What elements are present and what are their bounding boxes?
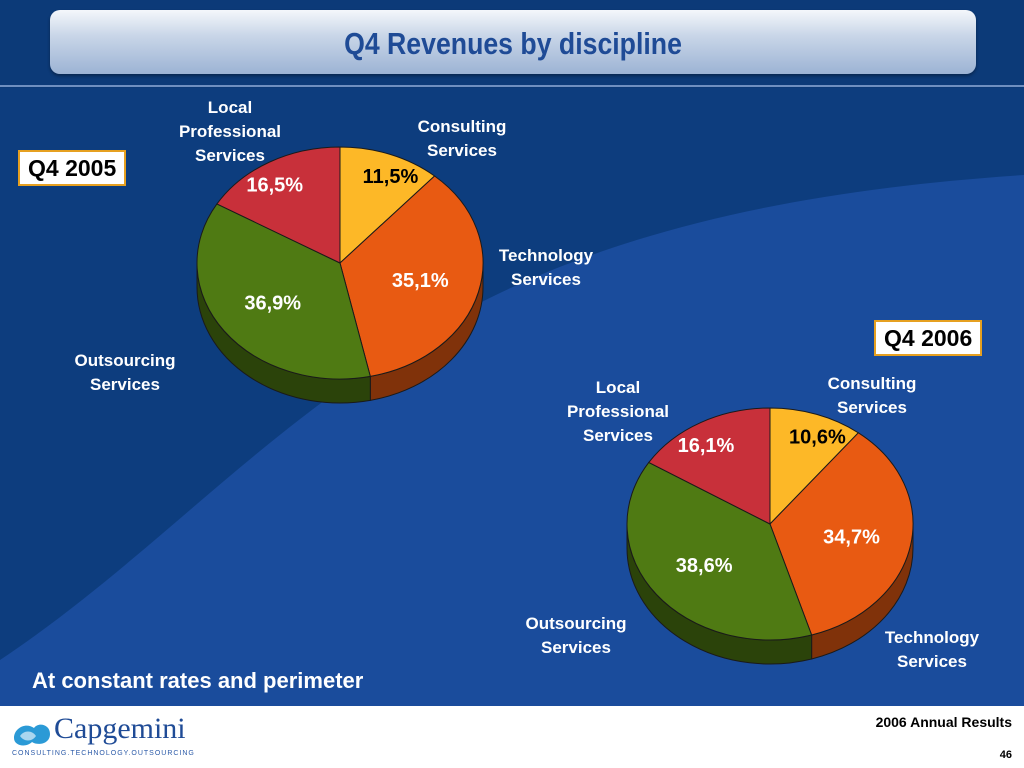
- pie-value-technology-2005: 35,1%: [392, 270, 449, 292]
- pie-slice-consulting-2005: [339, 146, 436, 265]
- pie-slice-outsourcing-2006: [626, 461, 813, 641]
- pie-slice-consulting-2006: [769, 407, 860, 526]
- pie-chart-2005: 11,5% 35,1% 36,9% 16,5%: [196, 146, 484, 404]
- label-2005-outsourcing: Outsourcing Services: [74, 351, 176, 394]
- label-2006-local: Local Professional Services: [566, 378, 670, 445]
- pie-chart-2006: 10,6% 34,7% 38,6% 16,1%: [626, 407, 914, 665]
- label-2006-technology: Technology Services: [884, 628, 980, 671]
- slide: Q4 Revenues by discipline Q4 2005 11,5% 3…: [0, 0, 1024, 706]
- title-bar: Q4 Revenues by discipline: [50, 10, 976, 74]
- pie-value-outsourcing-2005: 36,9%: [244, 292, 301, 314]
- pie-slice-outsourcing-2005: [196, 203, 371, 380]
- label-2006-consulting: Consulting Services: [827, 374, 917, 417]
- pie-value-local-2006: 16,1%: [678, 435, 735, 457]
- label-2006-outsourcing: Outsourcing Services: [525, 614, 627, 657]
- pie-value-outsourcing-2006: 38,6%: [676, 555, 733, 577]
- chart-title-2006: Q4 2006: [874, 320, 983, 356]
- logo-wordmark: Capgemini: [54, 712, 186, 745]
- spade-logo-icon: [14, 724, 50, 746]
- label-2005-technology: Technology Services: [498, 246, 594, 289]
- label-2005-consulting: Consulting Services: [417, 117, 507, 160]
- pie-slice-technology-2006: [769, 432, 914, 636]
- page-title: Q4 Revenues by discipline: [344, 26, 682, 61]
- pie-slice-technology-2005: [339, 175, 484, 377]
- pie-value-technology-2006: 34,7%: [823, 526, 880, 548]
- pie-slice-local-2006: [648, 407, 771, 525]
- pie-value-consulting-2006: 10,6%: [789, 426, 846, 448]
- caption: At constant rates and perimeter: [32, 668, 364, 693]
- pie-value-local-2005: 16,5%: [246, 174, 303, 196]
- page-number: 46: [999, 749, 1012, 761]
- pie-value-consulting-2005: 11,5%: [363, 166, 419, 188]
- logo-tagline: CONSULTING.TECHNOLOGY.OUTSOURCING: [12, 750, 195, 757]
- label-2005-local: Local Professional Services: [178, 98, 282, 165]
- pie-slice-local-2005: [216, 146, 341, 264]
- capgemini-logo: Capgemini CONSULTING.TECHNOLOGY.OUTSOURC…: [10, 712, 194, 764]
- chart-title-2005: Q4 2005: [18, 150, 127, 186]
- footer-report-title: 2006 Annual Results: [875, 714, 1012, 730]
